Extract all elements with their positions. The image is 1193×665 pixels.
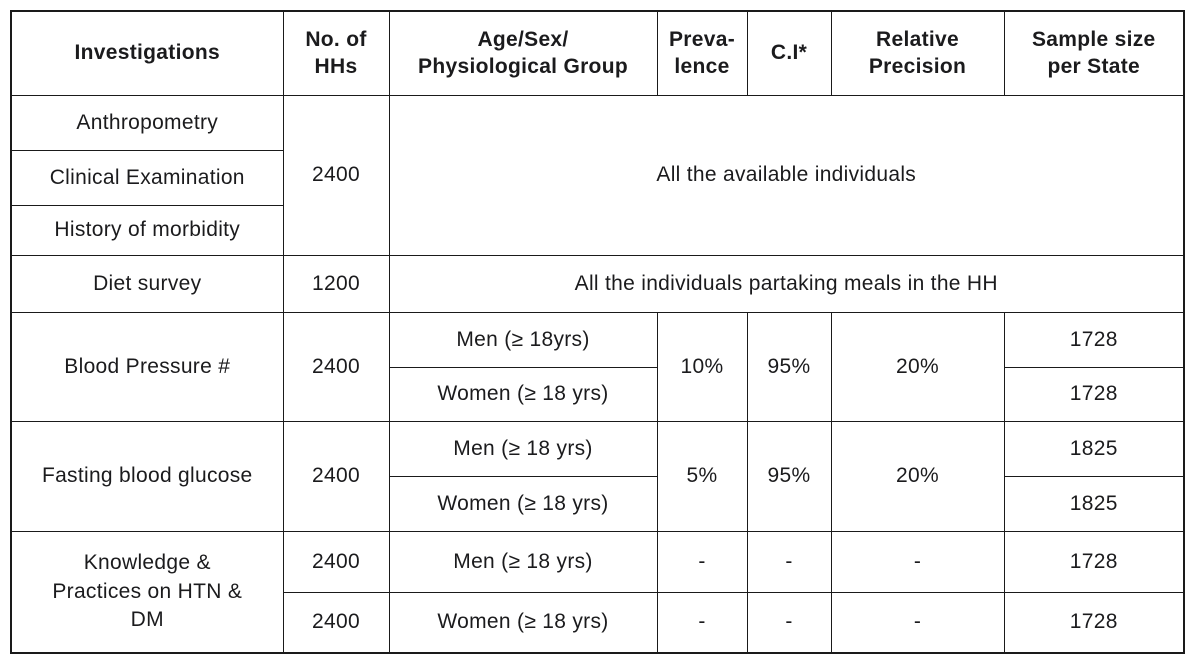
- row-history-of-morbidity: History of morbidity: [10, 204, 1184, 256]
- cell-prevalence-blood-pressure: 10%: [656, 311, 748, 422]
- cell-relative-precision-fasting-glucose: 20%: [830, 420, 1005, 532]
- cell-hhs-diet-survey: 1200: [282, 254, 390, 313]
- cell-group-fasting-glucose-women: Women (≥ 18 yrs): [388, 475, 658, 532]
- cell-prevalence-knowledge-practices-men: -: [656, 530, 748, 593]
- sampling-design-table: Investigations No. of HHs Age/Sex/ Physi…: [10, 10, 1185, 654]
- cell-investigation-diet-survey: Diet survey: [10, 254, 284, 313]
- cell-sample-knowledge-practices-men: 1728: [1003, 530, 1185, 593]
- cell-hhs-fasting-glucose: 2400: [282, 420, 390, 532]
- cell-sample-fasting-glucose-women: 1825: [1003, 475, 1185, 532]
- row-fasting-glucose-men: Fasting blood glucose 2400 Men (≥ 18 yrs…: [10, 420, 1185, 532]
- cell-group-blood-pressure-men: Men (≥ 18yrs): [388, 311, 658, 368]
- header-row: Investigations No. of HHs Age/Sex/ Physi…: [10, 10, 1185, 96]
- cell-coverage-anthropometry-group: All the available individuals: [388, 94, 1185, 256]
- cell-prevalence-fasting-glucose: 5%: [656, 420, 748, 532]
- header-investigations: Investigations: [10, 10, 284, 96]
- header-age-sex-group: Age/Sex/ Physiological Group: [388, 10, 658, 96]
- cell-hhs-anthropometry-group: 2400: [282, 94, 390, 256]
- cell-group-blood-pressure-women: Women (≥ 18 yrs): [388, 366, 658, 422]
- row-clinical-examination: Clinical Examination: [10, 149, 1184, 206]
- cell-hhs-knowledge-practices-women: 2400: [282, 591, 390, 654]
- cell-investigation-fasting-glucose: Fasting blood glucose: [10, 420, 284, 532]
- cell-ci-fasting-glucose: 95%: [746, 420, 832, 532]
- row-knowledge-practices-men: Knowledge & Practices on HTN & DM 2400 M…: [10, 530, 1185, 654]
- row-diet-survey: Diet survey 1200 All the individuals par…: [10, 254, 1185, 313]
- cell-investigation-clinical-examination: Clinical Examination: [10, 149, 284, 206]
- cell-ci-blood-pressure: 95%: [746, 311, 832, 422]
- header-relative-precision: Relative Precision: [830, 10, 1005, 96]
- row-fasting-glucose-women: Women (≥ 18 yrs) 1825: [11, 475, 1185, 532]
- header-no-of-hhs: No. of HHs: [282, 10, 390, 96]
- cell-sample-blood-pressure-men: 1728: [1003, 311, 1185, 368]
- cell-investigation-knowledge-practices: Knowledge & Practices on HTN & DM: [10, 530, 284, 654]
- cell-group-fasting-glucose-men: Men (≥ 18 yrs): [388, 420, 658, 477]
- cell-sample-fasting-glucose-men: 1825: [1003, 420, 1185, 477]
- row-anthropometry: Anthropometry 2400 All the available ind…: [10, 94, 1185, 256]
- cell-group-knowledge-practices-men: Men (≥ 18 yrs): [388, 530, 658, 593]
- header-prevalence: Preva- lence: [656, 10, 748, 96]
- cell-sample-knowledge-practices-women: 1728: [1003, 591, 1185, 654]
- row-blood-pressure-men: Blood Pressure # 2400 Men (≥ 18yrs) 10% …: [10, 311, 1185, 422]
- cell-investigation-blood-pressure: Blood Pressure #: [10, 311, 284, 422]
- cell-relative-precision-blood-pressure: 20%: [830, 311, 1005, 422]
- cell-ci-knowledge-practices-women: -: [746, 591, 832, 654]
- cell-sample-blood-pressure-women: 1728: [1003, 366, 1185, 422]
- cell-hhs-knowledge-practices-men: 2400: [282, 530, 390, 593]
- cell-prevalence-knowledge-practices-women: -: [656, 591, 748, 654]
- cell-hhs-blood-pressure: 2400: [282, 311, 390, 422]
- header-sample-size: Sample size per State: [1003, 10, 1185, 96]
- row-knowledge-practices-women: 2400 Women (≥ 18 yrs) - - - 1728: [11, 591, 1185, 654]
- cell-coverage-diet-survey: All the individuals partaking meals in t…: [388, 254, 1185, 313]
- cell-relative-precision-knowledge-practices-men: -: [830, 530, 1005, 593]
- row-blood-pressure-women: Women (≥ 18 yrs) 1728: [11, 366, 1185, 422]
- cell-ci-knowledge-practices-men: -: [746, 530, 832, 593]
- cell-investigation-history-of-morbidity: History of morbidity: [10, 204, 284, 256]
- cell-investigation-anthropometry: Anthropometry: [10, 94, 284, 151]
- header-ci: C.I*: [746, 10, 832, 96]
- cell-relative-precision-knowledge-practices-women: -: [830, 591, 1005, 654]
- cell-group-knowledge-practices-women: Women (≥ 18 yrs): [388, 591, 658, 654]
